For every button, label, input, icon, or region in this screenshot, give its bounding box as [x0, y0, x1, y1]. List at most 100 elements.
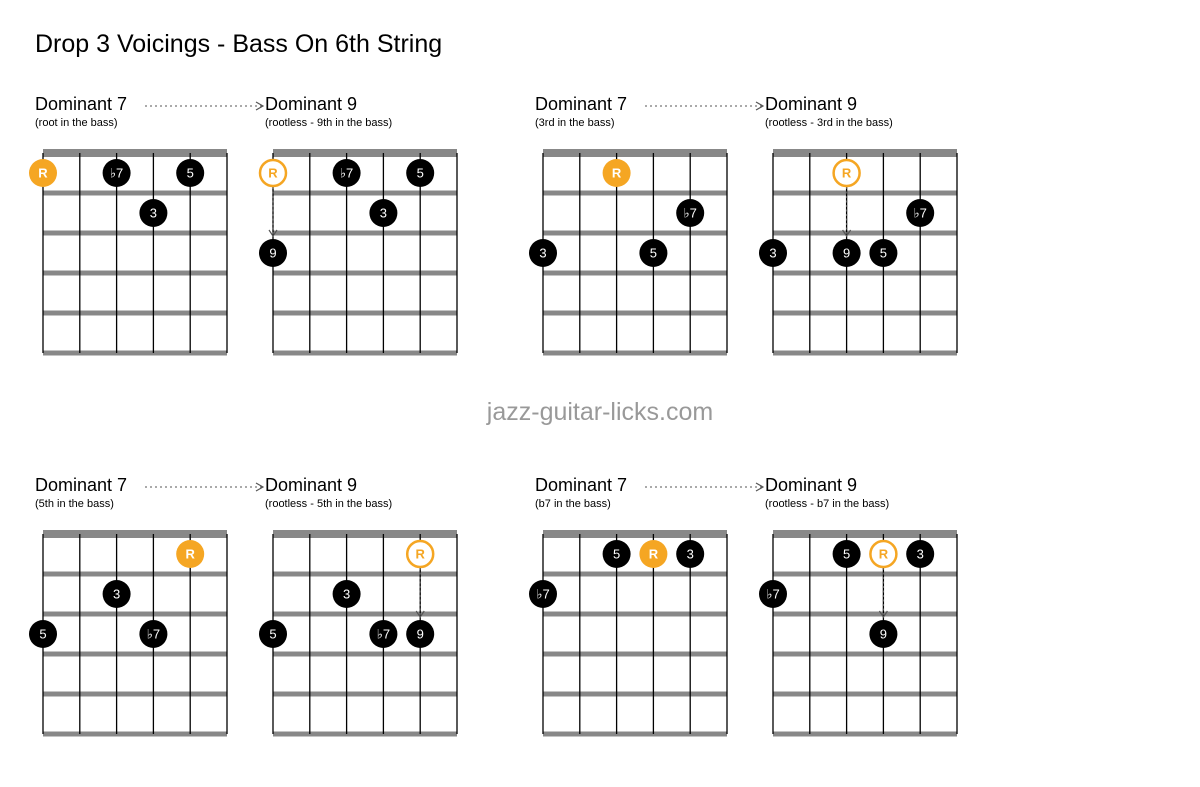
svg-text:♭7: ♭7 — [340, 165, 353, 180]
note-dot: 5 — [833, 540, 861, 568]
fretboard-svg: ♭7 5 R 9 3 — [765, 516, 965, 741]
svg-text:R: R — [879, 546, 889, 561]
diagram-rows: Dominant 7(root in the bass)R♭735Dominan… — [35, 94, 1165, 741]
note-dot: ♭7 — [529, 580, 557, 608]
diagram-subtitle: (rootless - 5th in the bass) — [265, 498, 465, 510]
diagram-subtitle: (5th in the bass) — [35, 498, 235, 510]
svg-text:♭7: ♭7 — [914, 205, 927, 220]
fretboard-svg: ♭75R3 — [535, 516, 735, 741]
diagram-subtitle: (b7 in the bass) — [535, 498, 735, 510]
svg-text:3: 3 — [687, 546, 694, 561]
diagram-title: Dominant 7 — [35, 475, 235, 496]
diagram-title: Dominant 9 — [265, 475, 465, 496]
svg-text:♭7: ♭7 — [684, 205, 697, 220]
chord-diagram: Dominant 9 (rootless - b7 in the bass) ♭7 5… — [765, 475, 965, 741]
note-dot: R — [639, 540, 667, 568]
svg-text:5: 5 — [880, 245, 887, 260]
svg-text:3: 3 — [380, 205, 387, 220]
note-dot: R — [603, 159, 631, 187]
svg-text:5: 5 — [187, 165, 194, 180]
svg-text:9: 9 — [843, 245, 850, 260]
page-title: Drop 3 Voicings - Bass On 6th String — [35, 30, 1165, 59]
note-dot: 3 — [529, 239, 557, 267]
note-dot: R — [176, 540, 204, 568]
svg-text:♭7: ♭7 — [110, 165, 123, 180]
diagram-subtitle: (rootless - 3rd in the bass) — [765, 117, 965, 129]
diagram-pair: Dominant 7(b7 in the bass)♭75R3Dominant … — [535, 475, 965, 741]
diagram-pair: Dominant 7 (3rd in the bass) 3 R 5 ♭7 Dominant… — [535, 94, 965, 360]
chord-diagram: Dominant 7 (root in the bass) R ♭7 3 5 — [35, 94, 235, 360]
svg-text:3: 3 — [113, 586, 120, 601]
diagram-row: Dominant 7(5th in the bass)53♭7RDominant… — [35, 475, 1165, 741]
note-dot: 3 — [103, 580, 131, 608]
diagram-title: Dominant 7 — [535, 475, 735, 496]
note-dot: 9 — [833, 239, 861, 267]
note-dot: 5 — [406, 159, 434, 187]
diagram-title: Dominant 9 — [765, 475, 965, 496]
diagram-subtitle: (rootless - 9th in the bass) — [265, 117, 465, 129]
note-dot: 5 — [869, 239, 897, 267]
diagram-pair: Dominant 7(root in the bass)R♭735Dominan… — [35, 94, 465, 360]
chord-diagram: Dominant 7 (5th in the bass) 5 3 ♭7 R — [35, 475, 235, 741]
svg-text:♭7: ♭7 — [377, 626, 390, 641]
arrowhead-icon — [756, 483, 763, 491]
svg-text:5: 5 — [417, 165, 424, 180]
note-dot: 5 — [29, 620, 57, 648]
svg-text:R: R — [186, 546, 196, 561]
fretboard-svg: 5 3 ♭7 R 9 — [265, 516, 465, 741]
note-dot: 5 — [603, 540, 631, 568]
svg-text:9: 9 — [880, 626, 887, 641]
svg-text:3: 3 — [343, 586, 350, 601]
chord-diagram: Dominant 9 (rootless - 5th in the bass) 5 3… — [265, 475, 465, 741]
diagram-pair: Dominant 7(5th in the bass)53♭7RDominant… — [35, 475, 465, 741]
note-dot: 3 — [333, 580, 361, 608]
svg-text:5: 5 — [843, 546, 850, 561]
note-dot: 9 — [869, 620, 897, 648]
diagram-subtitle: (3rd in the bass) — [535, 117, 735, 129]
note-dot: ♭7 — [139, 620, 167, 648]
diagram-subtitle: (rootless - b7 in the bass) — [765, 498, 965, 510]
note-dot: ♭7 — [333, 159, 361, 187]
arrowhead-icon — [756, 102, 763, 110]
svg-text:3: 3 — [150, 205, 157, 220]
svg-text:R: R — [268, 165, 278, 180]
note-dot: R — [29, 159, 57, 187]
diagram-title: Dominant 7 — [535, 94, 735, 115]
note-dot: R — [407, 541, 433, 567]
diagram-title: Dominant 7 — [35, 94, 235, 115]
arrowhead-icon — [256, 102, 263, 110]
svg-text:3: 3 — [917, 546, 924, 561]
note-dot: 3 — [759, 239, 787, 267]
diagram-subtitle: (root in the bass) — [35, 117, 235, 129]
svg-text:R: R — [416, 546, 426, 561]
note-dot: 3 — [906, 540, 934, 568]
note-dot: ♭7 — [369, 620, 397, 648]
note-dot: R — [870, 541, 896, 567]
svg-text:R: R — [38, 165, 48, 180]
chord-diagram: Dominant 9 (rootless - 9th in the bass) R 9… — [265, 94, 465, 360]
diagram-title: Dominant 9 — [265, 94, 465, 115]
note-dot: ♭7 — [103, 159, 131, 187]
chord-diagram: Dominant 7(b7 in the bass)♭75R3 — [535, 475, 735, 741]
svg-text:R: R — [842, 165, 852, 180]
svg-text:♭7: ♭7 — [147, 626, 160, 641]
svg-text:5: 5 — [650, 245, 657, 260]
fretboard-svg: R 9 ♭7 3 5 — [265, 135, 465, 360]
svg-text:5: 5 — [269, 626, 276, 641]
svg-text:5: 5 — [613, 546, 620, 561]
fretboard-svg: R ♭7 3 5 — [35, 135, 235, 360]
svg-text:9: 9 — [269, 245, 276, 260]
chord-diagram: Dominant 9(rootless - 3rd in the bass)3R… — [765, 94, 965, 360]
note-dot: 3 — [139, 199, 167, 227]
note-dot: 9 — [406, 620, 434, 648]
fretboard-svg: 3R5♭7 — [535, 135, 735, 360]
svg-text:9: 9 — [417, 626, 424, 641]
arrowhead-icon — [256, 483, 263, 491]
note-dot: 5 — [259, 620, 287, 648]
svg-text:♭7: ♭7 — [766, 586, 779, 601]
svg-text:R: R — [649, 546, 659, 561]
diagram-title: Dominant 9 — [765, 94, 965, 115]
note-dot: ♭7 — [759, 580, 787, 608]
note-dot: R — [260, 160, 286, 186]
svg-text:5: 5 — [39, 626, 46, 641]
